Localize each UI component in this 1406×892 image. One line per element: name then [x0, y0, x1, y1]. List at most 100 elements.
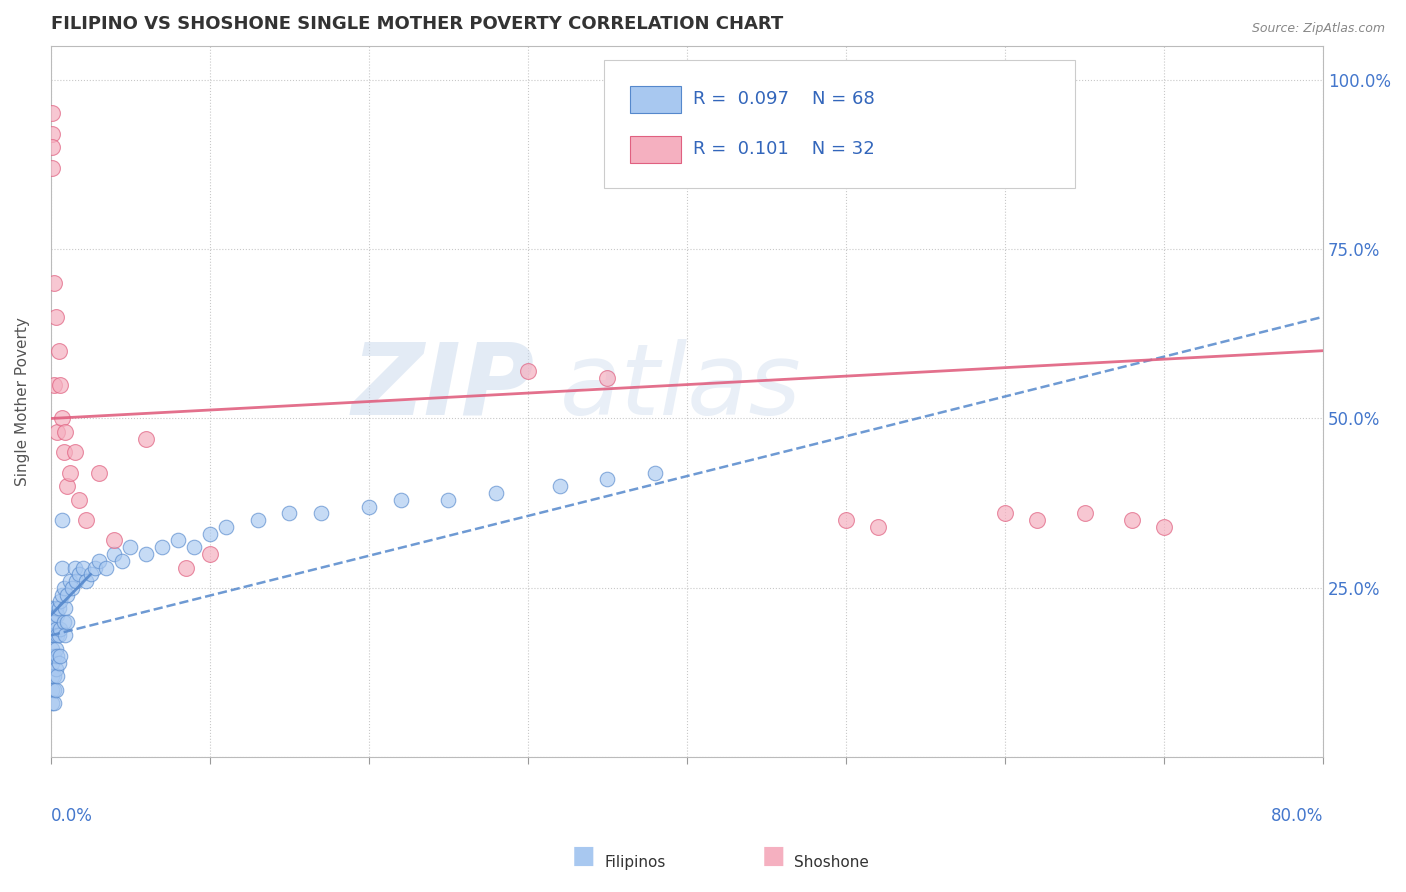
Point [49, 622, 72, 636]
FancyBboxPatch shape [630, 136, 681, 163]
Point [46, 648, 69, 663]
Point [41, 106, 63, 120]
Point [485, 486, 508, 500]
Point [51, 513, 73, 527]
Point [45, 642, 67, 657]
Text: R =  0.101    N = 32: R = 0.101 N = 32 [693, 140, 875, 158]
Point [45, 601, 67, 615]
Point [111, 554, 134, 568]
Point [42, 276, 65, 290]
Point [41, 669, 63, 683]
Point [548, 479, 571, 493]
Point [46, 425, 69, 439]
Point [41, 615, 63, 629]
Text: Shoshone: Shoshone [794, 855, 869, 870]
Point [389, 492, 412, 507]
Point [246, 513, 269, 527]
Point [53, 425, 76, 439]
Point [644, 466, 666, 480]
Point [135, 547, 157, 561]
Point [42, 682, 65, 697]
Text: Filipinos: Filipinos [605, 855, 666, 870]
Point [55, 588, 77, 602]
Point [41, 161, 63, 175]
Point [103, 547, 125, 561]
Point [46, 669, 69, 683]
Point [69, 567, 91, 582]
Point [596, 473, 619, 487]
Point [103, 533, 125, 548]
Point [53, 628, 76, 642]
Point [42, 377, 65, 392]
Point [87, 466, 110, 480]
Text: atlas: atlas [560, 339, 801, 436]
Text: Source: ZipAtlas.com: Source: ZipAtlas.com [1251, 22, 1385, 36]
Point [45, 622, 67, 636]
Point [309, 507, 332, 521]
Point [49, 648, 72, 663]
Point [55, 479, 77, 493]
Point [52, 615, 75, 629]
Point [63, 445, 86, 459]
Text: FILIPINO VS SHOSHONE SINGLE MOTHER POVERTY CORRELATION CHART: FILIPINO VS SHOSHONE SINGLE MOTHER POVER… [51, 15, 783, 33]
FancyBboxPatch shape [605, 60, 1076, 188]
Point [1153, 520, 1175, 534]
Point [75, 513, 97, 527]
Point [55, 615, 77, 629]
Point [42, 648, 65, 663]
Point [357, 500, 380, 514]
Point [65, 574, 87, 589]
Point [42, 615, 65, 629]
Point [198, 547, 221, 561]
Point [72, 560, 94, 574]
Point [278, 507, 301, 521]
Point [48, 601, 70, 615]
Point [63, 560, 86, 574]
Point [53, 601, 76, 615]
Point [48, 343, 70, 358]
Point [51, 588, 73, 602]
Point [135, 432, 157, 446]
Point [52, 445, 75, 459]
Point [167, 533, 190, 548]
Point [49, 594, 72, 608]
Point [96, 560, 118, 574]
Point [437, 492, 460, 507]
FancyBboxPatch shape [630, 87, 681, 113]
Point [46, 628, 69, 642]
Point [51, 560, 73, 574]
Point [596, 371, 619, 385]
Point [835, 513, 858, 527]
Point [60, 581, 83, 595]
Point [48, 628, 70, 642]
Point [174, 560, 197, 574]
Point [79, 567, 101, 582]
Point [215, 520, 238, 534]
Text: ■: ■ [762, 844, 785, 868]
Point [52, 581, 75, 595]
Point [45, 682, 67, 697]
Point [1025, 513, 1047, 527]
Point [69, 492, 91, 507]
Text: 0.0%: 0.0% [51, 807, 93, 825]
Point [120, 541, 142, 555]
Point [42, 628, 65, 642]
Text: R =  0.097    N = 68: R = 0.097 N = 68 [693, 90, 875, 108]
Point [41, 628, 63, 642]
Point [51, 411, 73, 425]
Point [45, 662, 67, 676]
Point [46, 608, 69, 623]
Point [994, 507, 1017, 521]
Point [41, 601, 63, 615]
Point [150, 541, 173, 555]
Point [41, 696, 63, 710]
Text: ZIP: ZIP [352, 339, 534, 436]
Point [41, 682, 63, 697]
Point [84, 560, 107, 574]
Point [45, 310, 67, 324]
Point [42, 669, 65, 683]
Point [75, 574, 97, 589]
Point [516, 364, 538, 378]
Point [41, 140, 63, 154]
Point [183, 541, 205, 555]
